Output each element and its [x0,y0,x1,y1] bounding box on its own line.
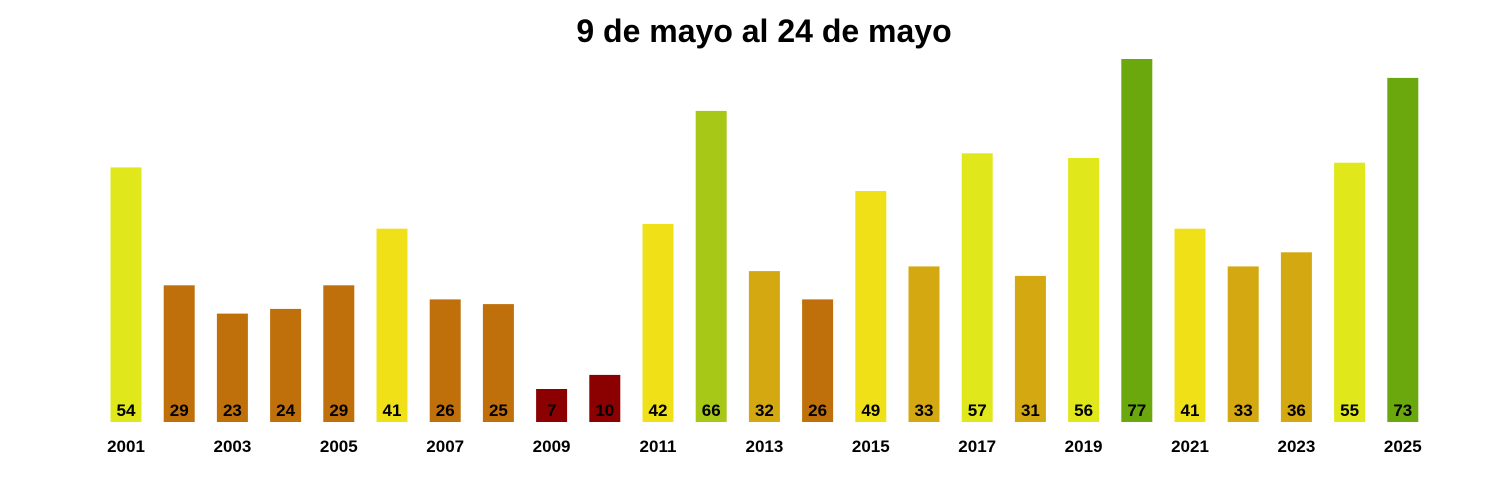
value-label-2025: 73 [1393,401,1412,420]
value-label-2012: 66 [702,401,721,420]
bar-2008 [482,304,514,422]
x-tick-label-2019: 2019 [1065,437,1103,456]
bar-2019 [1068,158,1100,422]
bar-2013 [748,271,780,422]
x-tick-label-2001: 2001 [107,437,145,456]
value-label-2001: 54 [117,401,136,420]
bar-2010 [589,374,621,422]
bar-2005 [323,285,355,422]
bar-2025 [1387,77,1419,423]
bar-2016 [908,266,940,422]
value-label-2020: 77 [1127,401,1146,420]
value-label-2003: 23 [223,401,242,420]
x-tick-label-2011: 2011 [640,437,677,456]
x-tick-label-2025: 2025 [1384,437,1422,456]
x-tick-label-2007: 2007 [426,437,464,456]
value-label-2022: 33 [1234,401,1253,420]
value-label-2021: 41 [1181,401,1200,420]
value-label-2023: 36 [1287,401,1306,420]
bar-2022 [1227,266,1259,422]
value-label-2002: 29 [170,401,189,420]
value-label-2011: 42 [649,401,668,420]
bar-2017 [961,153,993,423]
value-label-2018: 31 [1021,401,1040,420]
bar-2024 [1334,162,1366,422]
value-label-2014: 26 [808,401,827,420]
bars-group [110,59,1419,423]
x-tick-label-2023: 2023 [1277,437,1315,456]
bar-2015 [855,191,887,422]
bar-2009 [536,389,568,422]
bar-2021 [1174,228,1206,422]
x-tick-label-2005: 2005 [320,437,358,456]
bar-2006 [376,228,408,422]
bar-2001 [110,167,142,422]
bar-2012 [695,110,727,423]
value-label-2010: 10 [595,401,614,420]
x-tick-label-2021: 2021 [1171,437,1209,456]
value-label-2008: 25 [489,401,508,420]
value-label-2004: 24 [276,401,295,420]
value-label-2015: 49 [861,401,880,420]
bar-2002 [163,285,195,422]
value-label-2016: 33 [915,401,934,420]
bar-2020 [1121,59,1153,422]
bar-2018 [1014,275,1046,422]
value-label-2009: 7 [547,401,556,420]
bar-2023 [1280,252,1312,422]
bar-2014 [802,299,834,422]
value-label-2013: 32 [755,401,774,420]
value-label-2017: 57 [968,401,987,420]
value-label-2005: 29 [329,401,348,420]
x-axis-tick-labels: 2001 2003 2005 2007 2009 2011 2013 2015 2017 2019… [107,437,1422,456]
x-tick-label-2015: 2015 [852,437,890,456]
bar-2007 [429,299,461,422]
x-tick-label-2003: 2003 [213,437,251,456]
bar-2011 [642,224,674,422]
x-tick-label-2013: 2013 [745,437,783,456]
x-tick-label-2017: 2017 [958,437,996,456]
value-labels-group: 54 29 23 24 29 41 26 25 7 10 42 66 32 26 49 33 57 31 56 77 4… [117,401,1413,420]
value-label-2006: 41 [383,401,402,420]
bar-2004 [270,308,302,422]
chart-title: 9 de mayo al 24 de mayo [576,13,951,49]
bar-2003 [216,313,248,422]
x-tick-label-2009: 2009 [533,437,571,456]
value-label-2007: 26 [436,401,455,420]
value-label-2019: 56 [1074,401,1093,420]
value-label-2024: 55 [1340,401,1359,420]
